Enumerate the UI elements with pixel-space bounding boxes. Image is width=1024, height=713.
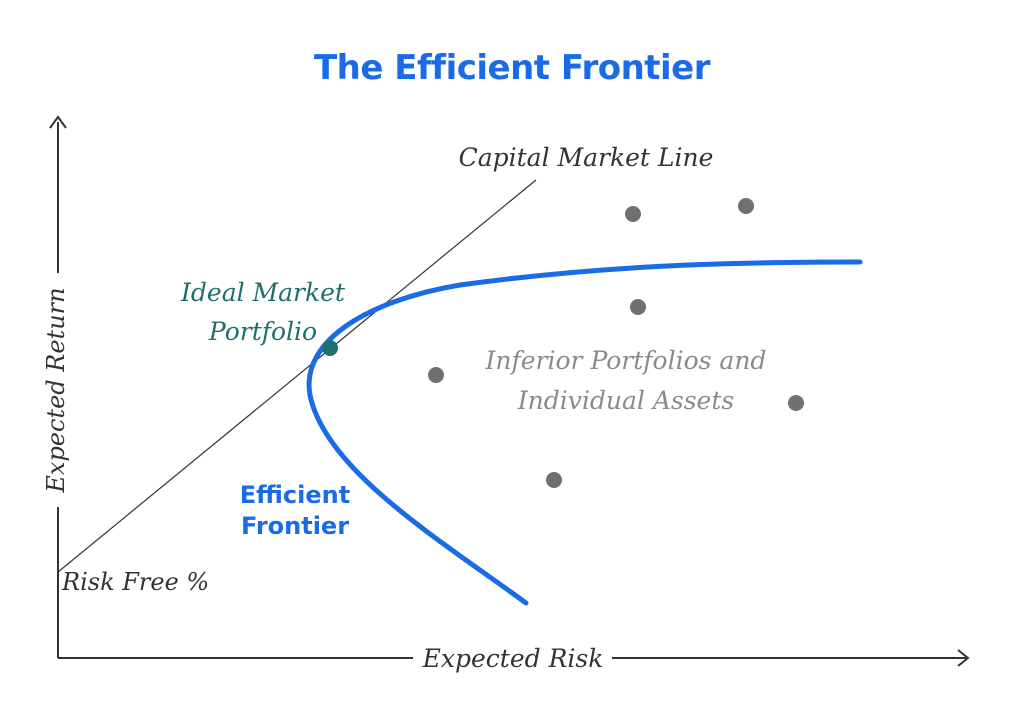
asset-dot [546, 472, 562, 488]
ideal-market-label-line1: Ideal Market [180, 278, 346, 307]
asset-dot [428, 367, 444, 383]
capital-market-line-label: Capital Market Line [459, 143, 714, 172]
ideal-market-portfolio-point [322, 340, 338, 356]
asset-dot [630, 299, 646, 315]
ideal-market-label-line2: Portfolio [208, 317, 317, 346]
asset-dot [738, 198, 754, 214]
inferior-portfolios-label-line1: Inferior Portfolios and [485, 346, 767, 375]
capital-market-line [57, 179, 537, 573]
efficient-frontier-label-line2: Frontier [241, 512, 349, 540]
inferior-portfolios-label-line2: Individual Assets [517, 386, 734, 415]
asset-dot [625, 206, 641, 222]
risk-free-label: Risk Free % [61, 568, 209, 596]
asset-dot [788, 395, 804, 411]
efficient-frontier-curve [306, 259, 863, 606]
asset-dots [428, 198, 804, 488]
x-axis-arrow-icon [957, 649, 970, 667]
x-axis-label: Expected Risk [422, 644, 604, 673]
efficient-frontier-label-line1: Efficient [240, 481, 350, 509]
y-axis-arrow-icon [49, 115, 67, 129]
chart-title: The Efficient Frontier [313, 48, 711, 88]
axes [49, 115, 970, 667]
y-axis-label: Expected Return [42, 287, 70, 493]
